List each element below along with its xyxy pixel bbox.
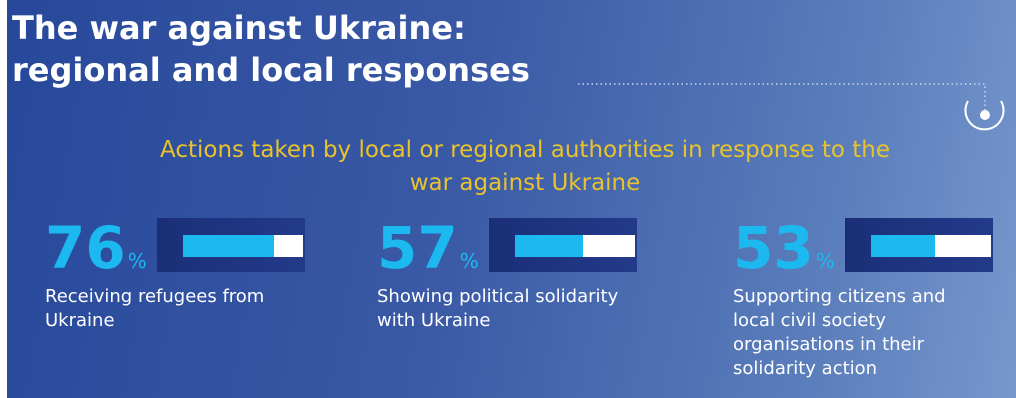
title-line: The war against Ukraine:: [12, 9, 466, 47]
bar: [183, 235, 275, 257]
category-label: Supporting citizens and local civil soci…: [733, 286, 946, 379]
value-label: 76%: [45, 214, 147, 282]
bar-track: [871, 235, 991, 257]
bar-frame: [489, 218, 637, 272]
bar-track: [183, 235, 303, 257]
category-label: Showing political solidarity with Ukrain…: [377, 286, 619, 331]
subtitle: Actions taken by local or regional autho…: [159, 137, 890, 196]
bar: [515, 235, 584, 257]
bar-frame: [845, 218, 993, 272]
title-line: regional and local responses: [12, 51, 530, 89]
category-label: Receiving refugees from Ukraine: [45, 286, 265, 331]
unit-label: %: [815, 249, 835, 273]
value-label: 57%: [377, 214, 479, 282]
bar-track: [515, 235, 635, 257]
value-label: 53%: [733, 214, 835, 282]
edge: [0, 0, 7, 398]
bar: [871, 235, 935, 257]
unit-label: %: [459, 249, 479, 273]
unit-label: %: [127, 249, 147, 273]
bar-frame: [157, 218, 305, 272]
